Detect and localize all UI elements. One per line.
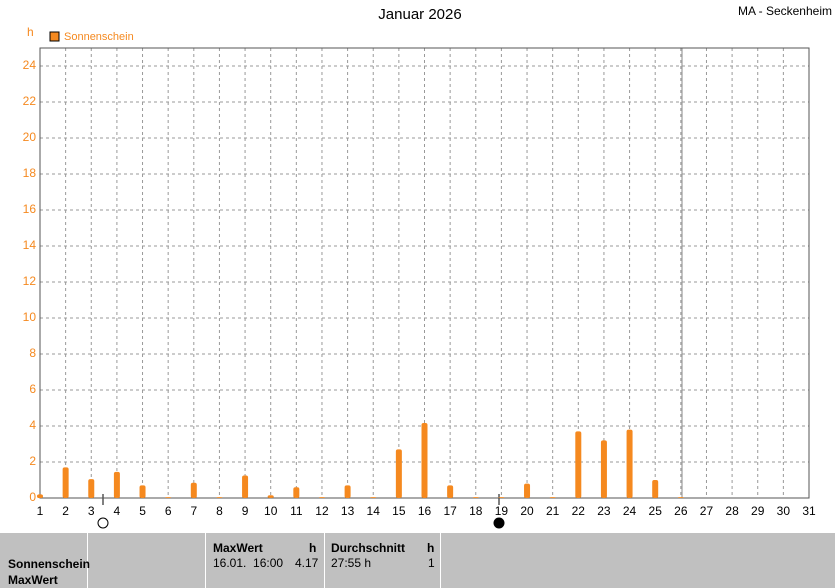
x-tick-label: 26 bbox=[674, 504, 688, 518]
x-tick-label: 8 bbox=[216, 504, 223, 518]
cell: 1 bbox=[428, 556, 435, 570]
x-tick-label: 20 bbox=[520, 504, 534, 518]
x-tick-label: 30 bbox=[777, 504, 791, 518]
header: h bbox=[427, 541, 435, 555]
x-tick-label: 6 bbox=[165, 504, 172, 518]
full-moon bbox=[97, 517, 109, 529]
header: h bbox=[309, 541, 317, 555]
bar bbox=[524, 483, 531, 498]
x-tick-label: 4 bbox=[114, 504, 121, 518]
y-tick-label: 2 bbox=[29, 454, 36, 468]
y-tick-label: 16 bbox=[23, 202, 37, 216]
summary-table: MaxWert h Durchschnitt h Sonnenschein Ma… bbox=[0, 533, 835, 588]
x-tick-label: 31 bbox=[802, 504, 816, 518]
cell: 4.17 bbox=[295, 556, 319, 570]
bar bbox=[242, 475, 249, 498]
bar bbox=[318, 497, 325, 498]
cell: 16.01. 16:00 bbox=[213, 556, 284, 570]
y-tick-label: 10 bbox=[23, 310, 37, 324]
separator bbox=[87, 533, 88, 588]
y-tick-label: 18 bbox=[23, 166, 37, 180]
x-tick-label: 15 bbox=[392, 504, 406, 518]
bar bbox=[293, 487, 300, 498]
row-label: Sonnenschein bbox=[8, 557, 91, 571]
separator bbox=[205, 533, 206, 588]
header: Durchschnitt bbox=[331, 541, 406, 555]
y-tick-label: 20 bbox=[23, 130, 37, 144]
bar bbox=[421, 422, 428, 498]
bar bbox=[395, 449, 402, 498]
x-tick-label: 9 bbox=[242, 504, 249, 518]
x-tick-label: 29 bbox=[751, 504, 765, 518]
row-label: MaxWert bbox=[8, 573, 58, 587]
x-tick-label: 3 bbox=[88, 504, 95, 518]
bar bbox=[600, 440, 607, 498]
legend-swatch bbox=[49, 31, 60, 42]
bar bbox=[344, 485, 351, 498]
x-tick-label: 17 bbox=[443, 504, 457, 518]
x-tick-label: 14 bbox=[367, 504, 381, 518]
x-tick-label: 1 bbox=[37, 504, 44, 518]
y-tick-label: 0 bbox=[29, 490, 36, 504]
x-tick-label: 28 bbox=[725, 504, 739, 518]
y-unit: h bbox=[27, 25, 34, 39]
x-tick-label: 22 bbox=[572, 504, 586, 518]
x-tick-label: 18 bbox=[469, 504, 483, 518]
bar bbox=[472, 497, 479, 498]
x-tick-label: 24 bbox=[623, 504, 637, 518]
x-tick-label: 19 bbox=[495, 504, 509, 518]
separator bbox=[440, 533, 441, 588]
x-tick-label: 25 bbox=[649, 504, 663, 518]
x-tick-label: 13 bbox=[341, 504, 355, 518]
x-tick-label: 16 bbox=[418, 504, 432, 518]
bar bbox=[677, 497, 684, 498]
y-tick-label: 4 bbox=[29, 418, 36, 432]
x-tick-label: 27 bbox=[700, 504, 714, 518]
y-tick-label: 8 bbox=[29, 346, 36, 360]
bar bbox=[113, 471, 120, 498]
bar bbox=[549, 497, 556, 498]
x-tick-label: 11 bbox=[290, 504, 303, 518]
bar bbox=[165, 497, 172, 498]
bar bbox=[652, 480, 659, 498]
x-tick-label: 12 bbox=[315, 504, 329, 518]
bar bbox=[447, 485, 454, 498]
bar bbox=[267, 495, 274, 498]
legend-label: Sonnenschein bbox=[64, 31, 134, 43]
y-tick-label: 14 bbox=[23, 238, 37, 252]
header: MaxWert bbox=[213, 541, 263, 555]
x-tick-label: 7 bbox=[190, 504, 197, 518]
bar bbox=[37, 494, 43, 498]
bar bbox=[216, 497, 223, 498]
chart: Januar 2026 MA - Seckenheim h 0246810121… bbox=[23, 4, 832, 529]
y-tick-label: 12 bbox=[23, 274, 37, 288]
y-tick-label: 6 bbox=[29, 382, 36, 396]
x-tick-label: 5 bbox=[139, 504, 146, 518]
cell: 27:55 h bbox=[331, 556, 372, 570]
bar bbox=[370, 497, 377, 498]
x-tick-label: 23 bbox=[597, 504, 611, 518]
bar bbox=[575, 431, 582, 498]
bar bbox=[190, 482, 197, 498]
x-tick-label: 10 bbox=[264, 504, 278, 518]
x-tick-label: 2 bbox=[62, 504, 69, 518]
bar bbox=[139, 485, 146, 498]
new-moon bbox=[493, 517, 505, 529]
y-tick-label: 24 bbox=[23, 58, 37, 72]
chart-title: Januar 2026 bbox=[378, 6, 461, 23]
separator bbox=[324, 533, 325, 588]
bar bbox=[626, 429, 633, 498]
bar bbox=[88, 479, 95, 498]
x-tick-label: 21 bbox=[546, 504, 560, 518]
y-tick-label: 22 bbox=[23, 94, 37, 108]
bar bbox=[498, 497, 505, 498]
station: MA - Seckenheim bbox=[738, 4, 832, 18]
bar bbox=[62, 467, 69, 498]
